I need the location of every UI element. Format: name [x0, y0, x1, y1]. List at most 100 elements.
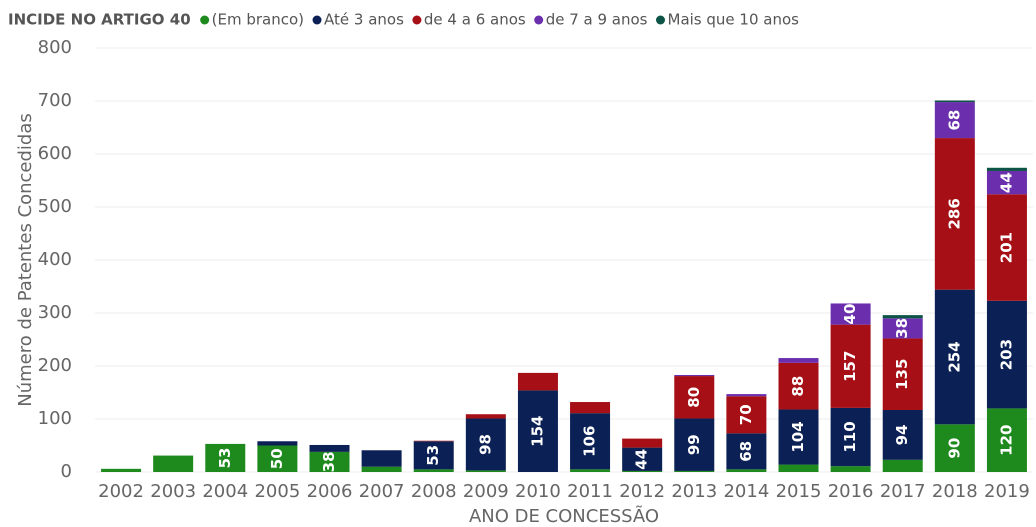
x-tick-label: 2006 [307, 481, 353, 502]
y-tick-label: 600 [38, 143, 72, 164]
x-tick-label: 2008 [411, 481, 457, 502]
x-tick-label: 2015 [776, 481, 822, 502]
bar-segment [934, 102, 975, 139]
bar-segment [465, 470, 506, 472]
bar-segment [934, 289, 975, 425]
bar-segment [622, 447, 663, 471]
value-label: 40 [841, 304, 859, 325]
bar-segment [361, 466, 402, 472]
bar-segment [101, 468, 142, 472]
bar-segment [830, 324, 871, 408]
value-label: 68 [945, 110, 963, 131]
value-label: 98 [476, 434, 494, 455]
x-tick-label: 2004 [202, 481, 248, 502]
bar-segment [934, 424, 975, 472]
value-label: 50 [268, 448, 286, 469]
value-label: 94 [893, 424, 911, 445]
bar-segment [257, 445, 298, 472]
x-tick-label: 2018 [932, 481, 978, 502]
bar-segment [570, 402, 611, 414]
value-label: 99 [685, 434, 703, 455]
bar-segment [778, 362, 819, 410]
bar-segment [986, 170, 1027, 195]
x-tick-label: 2005 [254, 481, 300, 502]
value-label: 44 [633, 449, 651, 470]
value-label: 120 [997, 425, 1015, 456]
legend-dot [656, 15, 665, 25]
bar-segment [830, 466, 871, 472]
value-label: 38 [893, 318, 911, 339]
bar-segment [986, 194, 1027, 301]
bar-segment [570, 413, 611, 470]
bar-segment [882, 338, 923, 410]
x-tick-label: 2010 [515, 481, 561, 502]
x-tick-label: 2016 [828, 481, 874, 502]
y-tick-label: 200 [38, 355, 72, 376]
bar-segment [986, 300, 1027, 409]
bar-segment [517, 390, 558, 472]
value-label: 88 [789, 376, 807, 397]
x-tick-label: 2003 [150, 481, 196, 502]
bar-segment [570, 469, 611, 472]
bar-segment [726, 394, 767, 397]
y-tick-label: 0 [61, 461, 72, 482]
x-tick-label: 2011 [567, 481, 613, 502]
value-label: 68 [737, 441, 755, 462]
value-label: 110 [841, 421, 859, 452]
legend-label: Mais que 10 anos [668, 11, 800, 29]
bar-segment [257, 441, 298, 446]
legend-label: Até 3 anos [324, 11, 404, 29]
bar-segment [361, 450, 402, 467]
bar-segment [882, 315, 923, 319]
bar-segment [986, 408, 1027, 472]
bar-segment [778, 409, 819, 465]
bar-segment [778, 464, 819, 472]
legend-dot [312, 15, 322, 25]
bar-segment [934, 138, 975, 290]
bar-segment [674, 470, 715, 472]
bar-segment [413, 441, 454, 470]
bar-segment [309, 451, 350, 472]
bar-segment [674, 418, 715, 471]
bar-segment [882, 409, 923, 460]
bar-segment [309, 444, 350, 452]
value-label: 38 [320, 451, 338, 472]
bar-segment [622, 438, 663, 448]
legend-dot [412, 15, 422, 25]
y-tick-label: 400 [38, 249, 72, 270]
x-tick-label: 2002 [98, 481, 144, 502]
x-tick-label: 2014 [723, 481, 769, 502]
value-label: 44 [997, 172, 1015, 193]
value-label: 90 [945, 438, 963, 459]
y-tick-label: 800 [38, 37, 72, 58]
y-tick-label: 100 [38, 408, 72, 429]
bar-segment [413, 440, 454, 442]
x-axis-title: ANO DE CONCESSÃO [469, 505, 659, 527]
value-label: 80 [685, 387, 703, 408]
value-label: 53 [424, 445, 442, 466]
legend-title: INCIDE NO ARTIGO 40 [8, 11, 191, 29]
bar-segment [205, 443, 246, 472]
bar-segment [622, 470, 663, 472]
x-tick-label: 2009 [463, 481, 509, 502]
value-label: 254 [945, 341, 963, 372]
value-label: 135 [893, 359, 911, 390]
y-tick-label: 500 [38, 196, 72, 217]
bar-segment [674, 375, 715, 377]
legend-label: de 4 a 6 anos [424, 11, 526, 29]
x-tick-label: 2019 [984, 481, 1030, 502]
value-label: 70 [737, 404, 755, 425]
value-label: 154 [528, 416, 546, 447]
x-tick-label: 2017 [880, 481, 926, 502]
x-tick-label: 2007 [359, 481, 405, 502]
y-tick-label: 700 [38, 90, 72, 111]
y-tick-label: 300 [38, 302, 72, 323]
bar-segment [830, 407, 871, 467]
value-label: 286 [945, 198, 963, 229]
bar-segment [986, 167, 1027, 171]
bar-segment [674, 376, 715, 419]
bar-segment [465, 414, 506, 419]
bar-segment [882, 459, 923, 472]
legend-label: de 7 a 9 anos [546, 11, 648, 29]
bar-segment [830, 303, 871, 325]
